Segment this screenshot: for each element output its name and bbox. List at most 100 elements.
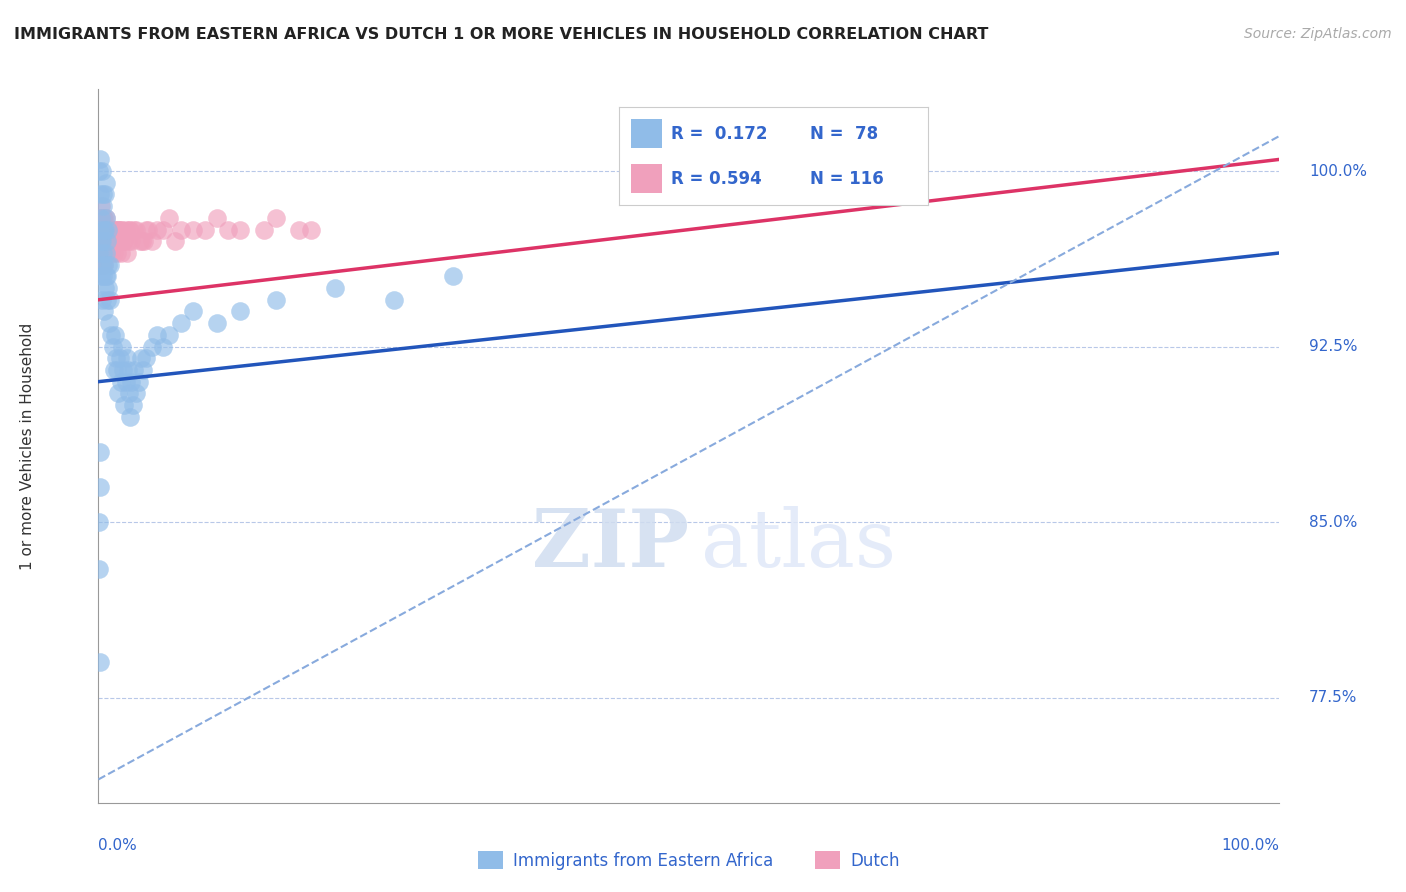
Point [117, 363, 139, 377]
Point [101, 234, 124, 248]
Point [110, 375, 132, 389]
Point [91, 234, 114, 248]
Point [382, 293, 405, 307]
Point [90, 234, 112, 248]
Text: 85.0%: 85.0% [1309, 515, 1357, 530]
Point [165, 234, 187, 248]
Point [90, 222, 112, 236]
Point [121, 234, 143, 248]
Point [118, 386, 141, 401]
Point [111, 340, 134, 354]
Point [89, 222, 111, 236]
Point [96, 234, 118, 248]
Point [93, 258, 115, 272]
Point [93, 222, 115, 236]
Point [104, 234, 127, 248]
Point [91, 293, 114, 307]
Point [205, 211, 228, 225]
Point [94, 222, 117, 236]
Point [94, 246, 117, 260]
Point [181, 222, 204, 236]
Point [94, 234, 117, 248]
Text: 100.0%: 100.0% [1309, 163, 1367, 178]
Point [90, 234, 112, 248]
Point [105, 246, 128, 260]
Point [104, 222, 127, 236]
Point [89, 258, 111, 272]
Point [121, 375, 143, 389]
Point [96, 222, 118, 236]
Point [170, 222, 193, 236]
Point [118, 222, 141, 236]
Point [107, 386, 129, 401]
Point [96, 176, 118, 190]
Point [105, 363, 128, 377]
Point [125, 386, 148, 401]
Point [108, 222, 131, 236]
Point [105, 222, 128, 236]
Text: 77.5%: 77.5% [1309, 690, 1357, 705]
Point [100, 246, 122, 260]
Point [90, 211, 112, 225]
Point [87, 246, 110, 260]
Point [93, 246, 115, 260]
Point [98, 234, 121, 248]
Point [100, 327, 122, 342]
Point [89, 211, 111, 225]
Point [323, 281, 346, 295]
Point [93, 258, 115, 272]
Point [96, 234, 118, 248]
Point [134, 234, 156, 248]
Point [125, 222, 148, 236]
Point [94, 246, 117, 260]
Point [103, 246, 125, 260]
Point [90, 269, 112, 284]
Point [91, 269, 114, 284]
Point [90, 234, 112, 248]
Point [122, 222, 145, 236]
Point [89, 164, 111, 178]
Point [136, 222, 159, 236]
Point [89, 246, 111, 260]
Point [91, 211, 114, 225]
Point [205, 316, 228, 330]
Point [135, 222, 157, 236]
Point [89, 246, 111, 260]
Point [91, 187, 114, 202]
Point [97, 222, 120, 236]
Point [90, 222, 112, 236]
Text: 1 or more Vehicles in Household: 1 or more Vehicles in Household [20, 322, 35, 570]
Text: 92.5%: 92.5% [1309, 339, 1357, 354]
Point [89, 234, 111, 248]
Point [94, 281, 117, 295]
Point [94, 222, 117, 236]
Point [90, 258, 112, 272]
Point [141, 340, 163, 354]
Point [146, 222, 169, 236]
Point [93, 234, 115, 248]
Point [93, 222, 115, 236]
Point [97, 234, 120, 248]
Point [97, 246, 120, 260]
Point [105, 234, 128, 248]
Point [89, 153, 111, 167]
Point [91, 234, 114, 248]
Point [112, 363, 135, 377]
Point [117, 234, 139, 248]
Point [107, 222, 129, 236]
Point [93, 199, 115, 213]
Point [91, 211, 114, 225]
Point [229, 222, 252, 236]
Bar [631, 119, 662, 148]
Point [90, 246, 112, 260]
Point [94, 222, 117, 236]
Point [98, 222, 121, 236]
Point [181, 304, 204, 318]
Point [89, 656, 111, 670]
Point [93, 304, 115, 318]
Point [91, 222, 114, 236]
Point [98, 234, 121, 248]
Point [170, 316, 193, 330]
Point [112, 234, 135, 248]
Point [299, 222, 322, 236]
